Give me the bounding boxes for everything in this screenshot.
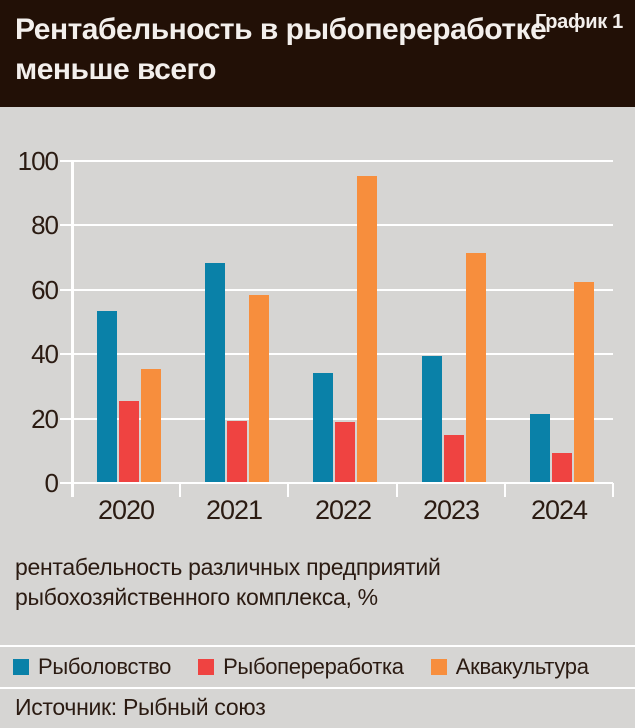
bar-fishing-2023	[422, 356, 442, 482]
graph-number-label: График 1	[534, 11, 623, 33]
legend-item-aquaculture: Аквакультура	[430, 654, 589, 680]
x-axis-baseline	[72, 482, 613, 484]
x-label-2021: 2021	[205, 495, 263, 525]
bar-fishing-2021	[205, 263, 225, 482]
y-tick-mark-20	[60, 418, 72, 420]
caption-line1: рентабельность различных предприятий	[15, 554, 441, 580]
x-boundary-tick-1	[179, 483, 181, 497]
bar-aquaculture-2021	[249, 295, 269, 482]
legend-item-processing: Рыбопереработка	[198, 654, 404, 680]
chart-header: Рентабельность в рыбопереработке меньше …	[0, 0, 635, 107]
bar-processing-2021	[227, 421, 247, 482]
bar-aquaculture-2023	[466, 253, 486, 482]
source-line: Источник: Рыбный союз	[15, 694, 266, 720]
gridline-80	[72, 224, 613, 226]
bar-processing-2020	[119, 401, 139, 482]
chart-title-line2: меньше всего	[15, 53, 216, 86]
x-label-2022: 2022	[314, 495, 372, 525]
gridline-100	[72, 160, 613, 162]
chart-caption: рентабельность различных предприятий рыб…	[15, 552, 441, 612]
gridline-40	[72, 353, 613, 355]
bar-processing-2022	[335, 422, 355, 482]
bar-fishing-2024	[530, 414, 550, 482]
bar-aquaculture-2022	[357, 176, 377, 482]
y-tick-label-80: 80	[31, 210, 59, 240]
y-tick-label-0: 0	[44, 468, 59, 498]
bar-fishing-2020	[97, 311, 117, 482]
x-boundary-tick-2	[287, 483, 289, 497]
x-boundary-tick-3	[396, 483, 398, 497]
legend-label-fishing: Рыболовство	[38, 654, 172, 679]
aquaculture-swatch-icon	[430, 659, 447, 675]
bar-fishing-2022	[313, 373, 333, 482]
gridline-60	[72, 289, 613, 291]
bar-processing-2023	[444, 435, 464, 482]
x-boundary-tick-4	[504, 483, 506, 497]
y-tick-label-20: 20	[31, 404, 59, 434]
legend-label-aquaculture: Аквакультура	[455, 654, 589, 679]
y-tick-mark-40	[60, 353, 72, 355]
caption-line2: рыбохозяйственного комплекса, %	[15, 584, 378, 610]
bar-processing-2024	[552, 453, 572, 482]
legend: Рыболовство Рыбопереработка Аквакультура	[13, 651, 589, 683]
legend-item-fishing: Рыболовство	[13, 654, 171, 680]
y-tick-label-60: 60	[31, 275, 59, 305]
fishing-swatch-icon	[13, 659, 29, 675]
chart-title-line1: Рентабельность в рыбопереработке	[15, 13, 547, 46]
x-label-2024: 2024	[530, 495, 588, 525]
legend-bottom-divider	[0, 687, 635, 689]
chart-title: Рентабельность в рыбопереработке меньше …	[15, 10, 547, 90]
x-label-2020: 2020	[97, 495, 155, 525]
y-tick-label-40: 40	[31, 339, 59, 369]
y-tick-mark-60	[60, 289, 72, 291]
y-tick-mark-80	[60, 224, 72, 226]
legend-label-processing: Рыбопереработка	[223, 654, 404, 679]
y-tick-mark-0	[60, 482, 72, 484]
y-tick-mark-100	[60, 160, 72, 162]
x-label-2023: 2023	[422, 495, 480, 525]
x-boundary-tick-5	[612, 483, 614, 497]
y-axis-line	[71, 161, 74, 497]
y-tick-label-100: 100	[17, 146, 59, 176]
gridline-20	[72, 418, 613, 420]
bar-aquaculture-2024	[574, 282, 594, 482]
processing-swatch-icon	[198, 659, 215, 675]
legend-top-divider	[0, 645, 635, 647]
bar-aquaculture-2020	[141, 369, 161, 482]
